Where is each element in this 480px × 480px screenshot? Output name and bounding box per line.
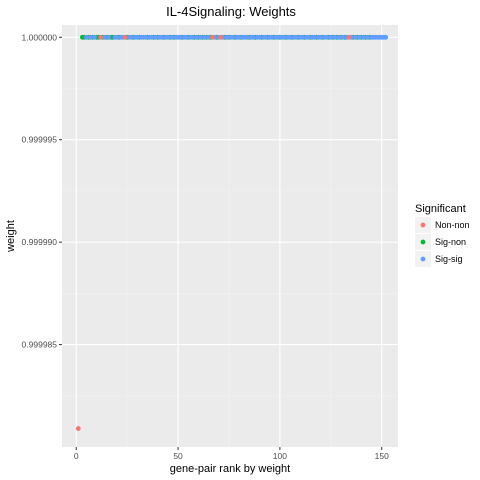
data-point [352, 34, 358, 40]
legend-title: Significant [415, 203, 466, 215]
chart-title: IL-4Signaling: Weights [166, 4, 296, 19]
data-point [306, 34, 311, 40]
data-point [263, 34, 269, 40]
x-tick-label: 50 [173, 451, 183, 461]
plot-panel [62, 25, 398, 447]
data-point [189, 34, 195, 40]
data-point [159, 34, 165, 40]
data-point [169, 34, 175, 40]
data-point [98, 34, 104, 40]
legend: Significant Non-non Sig-non Sig-sig [415, 203, 470, 267]
legend-key-point [420, 239, 426, 245]
x-tick-label: 100 [273, 451, 287, 461]
data-point [183, 34, 189, 40]
x-axis-title: gene-pair rank by weight [170, 463, 290, 475]
x-tick-label: 150 [375, 451, 389, 461]
data-point [383, 34, 389, 40]
y-tick-label: 0.999990 [22, 237, 58, 247]
data-point [143, 34, 148, 40]
data-point [360, 34, 366, 40]
legend-label: Sig-non [435, 237, 466, 247]
data-point [177, 34, 183, 40]
data-point [230, 34, 236, 40]
legend-key-point [420, 222, 426, 228]
data-point [210, 34, 216, 40]
y-tick-label: 0.999985 [22, 340, 58, 350]
legend-label: Sig-sig [435, 254, 463, 264]
data-point [324, 34, 330, 40]
data-point [328, 34, 334, 40]
x-tick-label: 0 [74, 451, 79, 461]
y-axis: 0.999985 0.999990 0.999995 1.000000 [22, 32, 62, 350]
legend-label: Non-non [435, 220, 470, 230]
data-point [224, 34, 230, 40]
data-point [153, 34, 159, 40]
data-point [287, 34, 293, 40]
data-point [198, 34, 203, 40]
legend-items: Non-non Sig-non Sig-sig [415, 217, 470, 267]
data-point [92, 34, 97, 40]
data-point [165, 34, 171, 40]
legend-key-point [420, 256, 426, 262]
data-point [281, 34, 287, 40]
y-tick-label: 0.999995 [22, 135, 58, 145]
data-point [318, 34, 324, 40]
data-point [257, 34, 262, 40]
data-point [275, 34, 281, 40]
data-point [236, 34, 242, 40]
data-point [84, 34, 89, 40]
data-point [122, 34, 128, 40]
data-points [75, 34, 389, 431]
data-point [149, 34, 155, 40]
data-point [269, 34, 275, 40]
data-point [332, 34, 338, 40]
data-point [114, 34, 120, 40]
data-point [102, 34, 108, 40]
data-point [365, 34, 370, 40]
data-point [340, 34, 346, 40]
y-axis-title: weight [5, 220, 17, 253]
data-point [293, 34, 299, 40]
x-axis: 0 50 100 150 [74, 447, 389, 461]
data-point [128, 34, 134, 40]
data-point [206, 34, 212, 40]
data-point [194, 34, 199, 40]
data-point [356, 34, 362, 40]
data-point [218, 34, 224, 40]
data-point [88, 34, 93, 40]
data-point [134, 34, 140, 40]
data-point [336, 34, 342, 40]
grid-minor [62, 25, 398, 447]
data-point [299, 34, 305, 40]
data-point [251, 34, 256, 40]
data-point [312, 34, 317, 40]
data-point [106, 34, 112, 40]
data-point [75, 426, 81, 431]
data-point [244, 34, 250, 40]
y-tick-label: 1.000000 [22, 32, 58, 42]
data-point [202, 34, 207, 40]
data-point [346, 34, 352, 40]
